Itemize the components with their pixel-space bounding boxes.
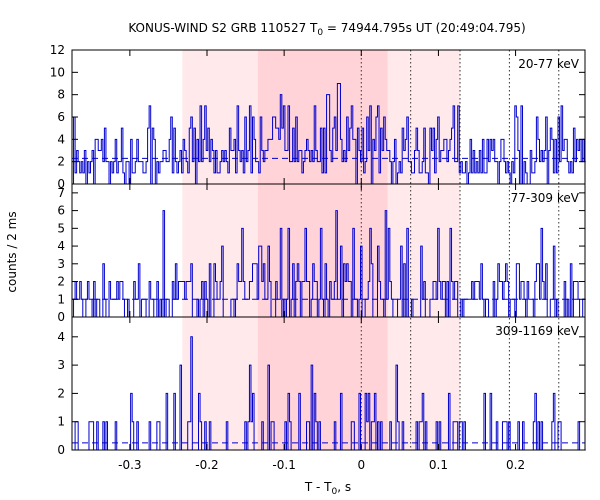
energy-band-label: 20-77 keV	[518, 57, 580, 71]
y-tick-label: 1	[57, 415, 65, 429]
count-series-0	[72, 83, 586, 185]
y-tick-label: 10	[50, 65, 65, 79]
y-tick-label: 4	[57, 330, 65, 344]
energy-band-label: 77-309 keV	[511, 191, 580, 205]
y-tick-label: 2	[57, 386, 65, 400]
axes	[71, 49, 586, 451]
panel-frame	[71, 316, 586, 451]
y-tick-label: 6	[57, 110, 65, 124]
y-tick-label: 2	[57, 275, 65, 289]
x-tick-label: 0	[357, 458, 365, 472]
y-tick-label: 6	[57, 204, 65, 218]
y-tick-label: 4	[57, 239, 65, 253]
energy-band-label: 309-1169 keV	[495, 324, 579, 338]
x-axis-title: T - T0, s	[304, 480, 351, 497]
highlight-regions	[182, 50, 461, 450]
y-tick-label: 1	[57, 292, 65, 306]
y-axis-title: counts / 2 ms	[5, 211, 19, 292]
y-tick-label: 0	[57, 443, 65, 457]
y-tick-label: 7	[57, 186, 65, 200]
y-tick-label: 0	[57, 177, 65, 191]
y-tick-label: 4	[57, 132, 65, 146]
x-tick-label: -0.3	[118, 458, 141, 472]
shaded-region-dark	[257, 50, 388, 450]
y-tick-label: 5	[57, 221, 65, 235]
x-tick-label: -0.1	[272, 458, 295, 472]
reference-lines	[360, 50, 560, 450]
chart-labels: KONUS-WIND S2 GRB 110527 T0 = 74944.795s…	[5, 21, 580, 497]
chart-title: KONUS-WIND S2 GRB 110527 T0 = 74944.795s…	[128, 21, 525, 38]
x-tick-label: 0.1	[429, 458, 448, 472]
x-tick-label: 0.2	[506, 458, 525, 472]
background-levels	[72, 157, 585, 444]
y-tick-label: 3	[57, 257, 65, 271]
y-tick-label: 0	[57, 310, 65, 324]
x-tick-label: -0.2	[195, 458, 218, 472]
y-tick-label: 3	[57, 358, 65, 372]
y-tick-label: 2	[57, 155, 65, 169]
x-axis-title-subscript: 0	[332, 487, 338, 497]
y-tick-label: 8	[57, 88, 65, 102]
y-tick-label: 12	[50, 43, 65, 57]
chart-title-subscript: 0	[317, 28, 323, 38]
